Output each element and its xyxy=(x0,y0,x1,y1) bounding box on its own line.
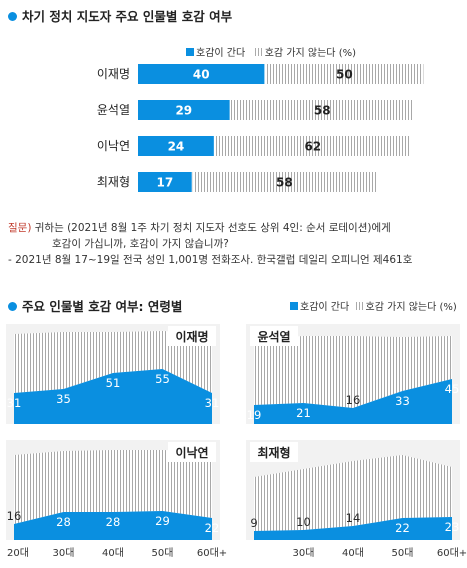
age-group-area-charts: 31 35 51 55 31 이재명 19 21 16 33 45 윤석열 16 28 28 29 22 이낙연 9… xyxy=(6,324,467,559)
panel-name-label: 이낙연 xyxy=(175,445,208,460)
favorable-value-label: 14 xyxy=(346,511,361,525)
section2-legend: 호감이 간다 호감 가지 않는다 (%) xyxy=(290,298,457,313)
unfavorable-area xyxy=(14,331,212,393)
favorable-area xyxy=(14,369,212,424)
panel-name-label: 이재명 xyxy=(175,329,208,344)
bar-unfavorable xyxy=(230,100,414,120)
survey-source: - 2021년 8월 17~19일 전국 성인 1,001명 전화조사. 한국갤… xyxy=(8,254,413,266)
favorability-bar-chart: 이재명 40 50 윤석열 29 58 이낙연 24 62 최재형 17 58 xyxy=(97,64,424,192)
panel-name-label: 윤석열 xyxy=(257,329,290,344)
panel-name-box xyxy=(250,326,298,346)
question-label: 질문) xyxy=(8,222,32,234)
bar-favorable xyxy=(138,64,265,84)
bar-favorable xyxy=(138,136,214,156)
legend-favorable-label: 호감이 간다 xyxy=(196,48,246,59)
favorable-value-label: 22 xyxy=(395,521,410,535)
favorable-value-label: 22 xyxy=(205,521,220,535)
panel-name-box xyxy=(168,442,216,462)
favorable-value-label: 31 xyxy=(7,396,22,410)
bar-unfavorable xyxy=(265,64,424,84)
x-tick-label: 30대 xyxy=(53,547,75,559)
panel-name-label: 최재형 xyxy=(257,445,290,460)
favorable-value-label: 29 xyxy=(155,514,170,528)
favorable-area xyxy=(14,511,212,540)
bar-favorable-value: 29 xyxy=(175,104,192,118)
panel-name-box xyxy=(250,442,298,462)
bar-unfavorable-value: 62 xyxy=(304,140,321,154)
favorable-area xyxy=(254,517,452,540)
bar-category-label: 이낙연 xyxy=(97,139,130,153)
legend-unfavorable-swatch-icon xyxy=(355,302,364,310)
question-line1: 질문) 귀하는 (2021년 8월 1주 차기 정치 지도자 선호도 상위 4인… xyxy=(8,222,391,234)
bar-unfavorable-value: 50 xyxy=(336,68,353,82)
favorable-value-label: 9 xyxy=(250,516,257,530)
favorable-value-label: 16 xyxy=(346,393,361,407)
favorable-value-label: 28 xyxy=(106,515,121,529)
age-panel: 31 35 51 55 31 이재명 xyxy=(6,324,220,424)
bar-favorable xyxy=(138,172,192,192)
favorable-area xyxy=(254,379,452,424)
bullet-dot-icon xyxy=(8,12,17,21)
favorable-value-label: 28 xyxy=(56,515,71,529)
favorable-value-label: 51 xyxy=(106,376,121,390)
x-tick-label: 40대 xyxy=(102,547,124,559)
favorable-value-label: 21 xyxy=(296,406,311,420)
bar-unfavorable-value: 58 xyxy=(276,176,293,190)
favorable-value-label: 31 xyxy=(205,396,220,410)
x-tick-label: 60대+ xyxy=(437,547,467,559)
bar-category-label: 최재형 xyxy=(97,175,130,189)
x-tick-label: 30대 xyxy=(293,547,315,559)
favorable-value-label: 45 xyxy=(445,382,460,396)
age-panel: 9 10 14 22 23 최재형 xyxy=(246,440,460,540)
unfavorable-area xyxy=(14,450,212,524)
legend-unit: (%) xyxy=(338,48,356,59)
unfavorable-area xyxy=(254,455,452,531)
favorable-value-label: 35 xyxy=(56,392,71,406)
section1-title: 차기 정치 지도자 주요 인물별 호감 여부 xyxy=(8,6,232,25)
bar-favorable-value: 40 xyxy=(193,68,210,82)
unfavorable-area xyxy=(254,336,452,408)
age-panel: 19 21 16 33 45 윤석열 xyxy=(246,324,460,424)
question-line2: 호감이 가십니까, 호감이 가지 않습니까? xyxy=(52,238,229,250)
x-tick-label: 50대 xyxy=(152,547,174,559)
favorable-value-label: 55 xyxy=(155,372,170,386)
favorable-value-label: 16 xyxy=(7,509,22,523)
favorable-value-label: 10 xyxy=(296,515,311,529)
favorable-value-label: 23 xyxy=(445,520,460,534)
legend-unfavorable-label: 호감 가지 않는다 xyxy=(264,48,336,59)
bar-favorable-value: 17 xyxy=(157,176,174,190)
legend-unfavorable-swatch-icon xyxy=(254,48,263,56)
bar-unfavorable xyxy=(214,136,411,156)
section2-title: 주요 인물별 호감 여부: 연령별 xyxy=(8,296,182,315)
bar-unfavorable xyxy=(192,172,376,192)
legend-favorable-swatch-icon xyxy=(290,302,298,310)
panel-name-box xyxy=(168,326,216,346)
favorable-value-label: 19 xyxy=(247,408,262,422)
x-tick-label: 60대+ xyxy=(197,547,227,559)
bar-unfavorable-value: 58 xyxy=(314,104,331,118)
age-panel: 16 28 28 29 22 이낙연 xyxy=(6,440,220,540)
section1-legend: 호감이 간다 호감 가지 않는다 (%) xyxy=(186,44,356,59)
bar-favorable-value: 24 xyxy=(168,140,185,154)
x-tick-label: 20대 xyxy=(7,547,29,559)
bar-category-label: 윤석열 xyxy=(97,103,130,117)
legend-favorable-swatch-icon xyxy=(186,48,194,56)
bullet-dot-icon xyxy=(8,302,17,311)
bar-favorable xyxy=(138,100,230,120)
x-tick-label: 50대 xyxy=(392,547,414,559)
bar-category-label: 이재명 xyxy=(97,67,130,81)
x-tick-label: 40대 xyxy=(342,547,364,559)
favorable-value-label: 33 xyxy=(395,394,410,408)
